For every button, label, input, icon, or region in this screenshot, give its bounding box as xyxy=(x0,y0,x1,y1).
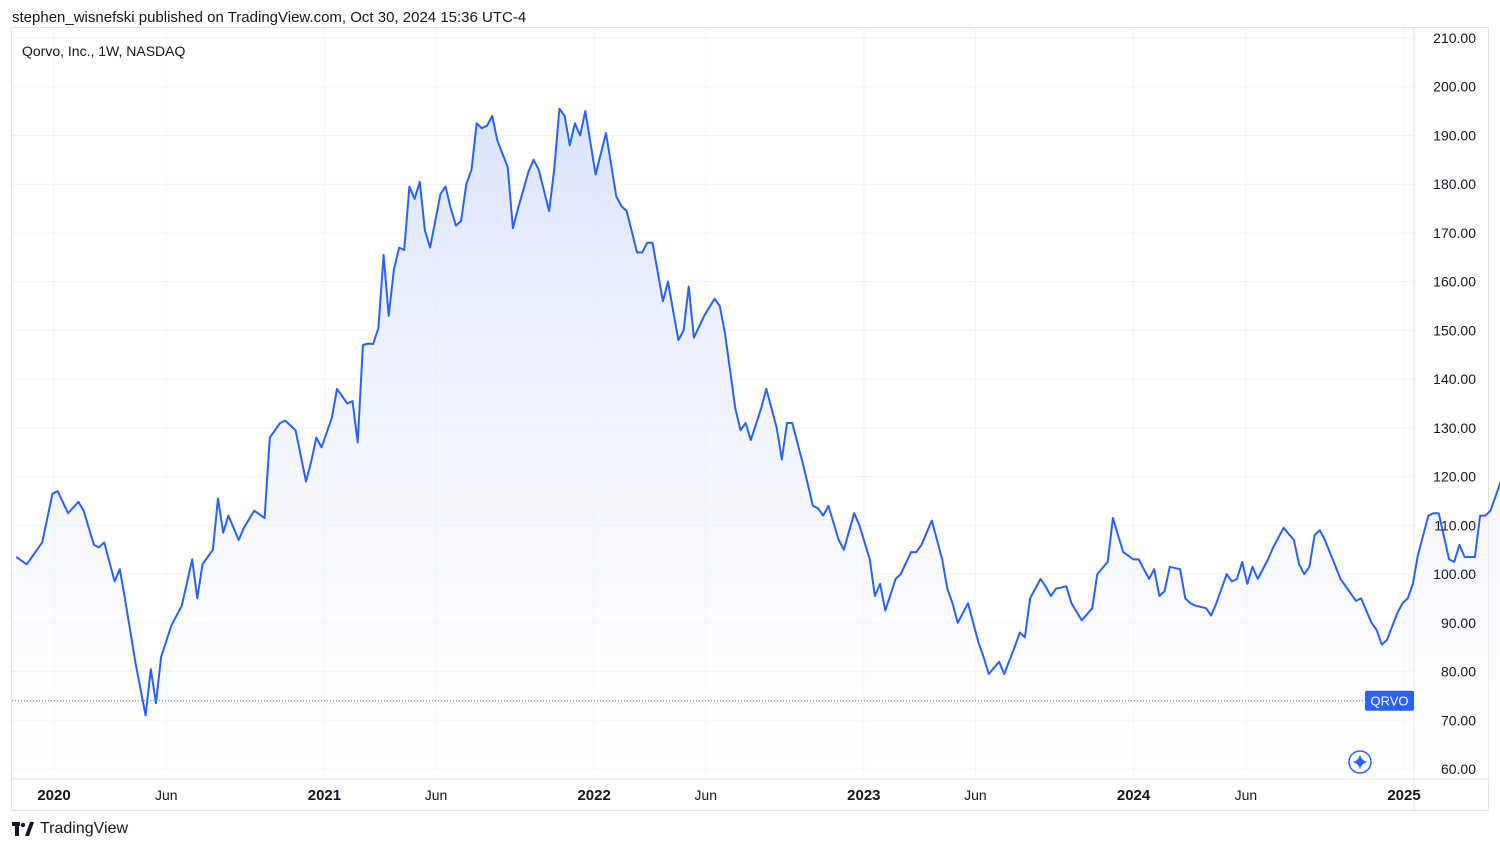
line-layer xyxy=(15,107,1500,717)
y-tick-label: 100.00 xyxy=(1433,566,1476,582)
x-tick-label: Jun xyxy=(694,787,717,803)
x-tick-label: Jun xyxy=(425,787,448,803)
x-tick-label: 2020 xyxy=(37,787,70,804)
y-tick-label: 120.00 xyxy=(1433,469,1476,485)
ai-sparkle-icon[interactable] xyxy=(1348,750,1372,774)
y-tick-label: 160.00 xyxy=(1433,274,1476,290)
overlay-layer: QRVO xyxy=(12,690,1414,774)
y-tick-label: 60.00 xyxy=(1441,761,1476,777)
x-tick-label: 2025 xyxy=(1387,787,1420,804)
x-tick-label: 2021 xyxy=(308,787,341,804)
y-tick-label: 190.00 xyxy=(1433,127,1476,143)
y-tick-label: 110.00 xyxy=(1434,517,1476,533)
symbol-price-label-text: QRVO xyxy=(1370,693,1408,708)
y-tick-label: 90.00 xyxy=(1441,615,1476,631)
y-tick-label: 80.00 xyxy=(1441,664,1476,680)
y-tick-label: 210.00 xyxy=(1433,30,1476,46)
x-tick-label: Jun xyxy=(964,787,987,803)
y-tick-label: 140.00 xyxy=(1433,371,1476,387)
symbol-price-label xyxy=(1365,690,1414,711)
footer-brand[interactable]: TradingView xyxy=(12,820,128,838)
x-tick-label: 2024 xyxy=(1117,787,1151,804)
area-layer xyxy=(16,108,1500,779)
x-tick-label: Jun xyxy=(155,787,178,803)
price-area-fill xyxy=(16,108,1500,779)
price-line xyxy=(15,107,1500,717)
x-tick-label: Jun xyxy=(1235,787,1258,803)
ticks-layer: 60.00 70.00 80.00 90.00 100.00 110.00 120.00 13… xyxy=(37,30,1476,804)
y-tick-label: 130.00 xyxy=(1433,420,1476,436)
y-tick-label: 180.00 xyxy=(1433,176,1476,192)
x-tick-label: 2022 xyxy=(577,787,610,804)
symbol-title: Qorvo, Inc., 1W, NASDAQ xyxy=(22,43,186,59)
x-tick-label: 2023 xyxy=(847,787,880,804)
publisher-header: stephen_wisnefski published on TradingVi… xyxy=(12,9,527,26)
y-tick-label: 70.00 xyxy=(1441,712,1476,728)
y-tick-label: 150.00 xyxy=(1433,322,1476,338)
tradingview-logo-icon xyxy=(12,822,34,836)
footer-brand-text: TradingView xyxy=(40,820,129,837)
y-tick-label: 170.00 xyxy=(1433,225,1476,241)
y-tick-label: 200.00 xyxy=(1433,79,1476,95)
